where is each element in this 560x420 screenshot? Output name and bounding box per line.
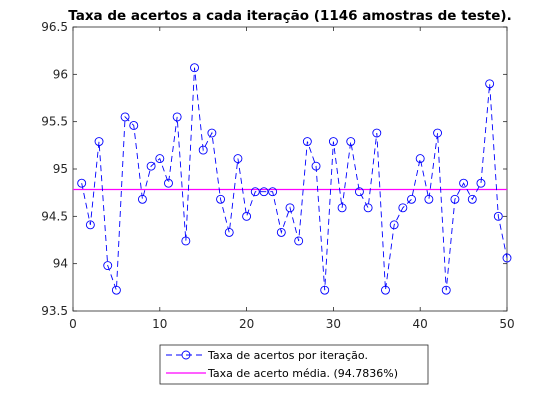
- data-point: [320, 285, 330, 295]
- accuracy-line: [81, 67, 508, 291]
- data-point: [311, 161, 321, 171]
- legend-label-accuracy: Taxa de acertos por iteração.: [207, 349, 368, 362]
- data-point: [502, 253, 512, 263]
- chart-title: Taxa de acertos a cada iteração (1146 am…: [68, 8, 511, 24]
- data-point: [94, 137, 104, 146]
- legend-label-mean: Taxa de acerto média. (94.7836%): [207, 367, 398, 380]
- data-point: [216, 194, 226, 204]
- data-point: [424, 194, 434, 204]
- data-point: [485, 79, 495, 89]
- legend-box: [159, 344, 429, 385]
- data-point: [137, 194, 147, 204]
- y-tick-label: 96: [53, 67, 68, 81]
- y-tick-label: 95.5: [41, 115, 68, 129]
- data-point: [398, 203, 408, 213]
- data-point: [146, 161, 156, 171]
- y-tick-label: 94.5: [41, 209, 68, 223]
- data-point: [111, 285, 121, 295]
- data-point: [259, 187, 269, 197]
- data-point: [407, 194, 416, 204]
- data-point: [120, 112, 130, 122]
- data-point: [476, 178, 486, 188]
- y-tick-label: 93.5: [41, 304, 68, 318]
- data-point: [294, 236, 304, 246]
- data-point: [181, 236, 191, 246]
- data-point: [354, 187, 364, 197]
- data-point: [415, 154, 425, 164]
- y-tick-label: 94: [53, 257, 68, 271]
- data-point: [346, 137, 356, 146]
- x-tick-label: 20: [239, 317, 254, 331]
- data-point: [103, 261, 113, 271]
- x-tick-label: 40: [413, 317, 428, 331]
- data-point: [242, 211, 252, 221]
- data-point: [285, 203, 295, 213]
- data-point: [268, 187, 278, 197]
- data-point: [467, 194, 477, 204]
- data-point: [85, 220, 95, 230]
- data-point: [433, 128, 443, 138]
- legend-marker-accuracy: [181, 350, 191, 360]
- x-tick-label: 0: [69, 317, 77, 331]
- data-point: [129, 121, 139, 130]
- data-point: [276, 227, 286, 237]
- data-point: [190, 63, 199, 73]
- x-tick-label: 50: [499, 317, 514, 331]
- x-tick-label: 30: [326, 317, 341, 331]
- axis-ticks: 0 10 20 30 40 50 93.5 94 94.5 95 95.5 96 96.5: [41, 20, 514, 331]
- data-series: [77, 63, 512, 295]
- data-point: [172, 112, 182, 122]
- data-point: [389, 220, 399, 230]
- data-point: [328, 137, 338, 146]
- data-point: [441, 285, 451, 295]
- x-tick-label: 10: [152, 317, 167, 331]
- data-point: [224, 227, 234, 237]
- data-point: [250, 187, 260, 197]
- data-point: [363, 203, 373, 213]
- data-point: [381, 285, 390, 295]
- data-point: [337, 203, 347, 213]
- plot-area: [72, 26, 508, 312]
- data-point: [450, 194, 460, 204]
- data-point: [77, 178, 87, 188]
- y-tick-label: 95: [53, 162, 68, 176]
- data-point: [233, 154, 243, 164]
- data-point: [459, 178, 469, 188]
- data-point: [155, 154, 165, 164]
- data-point: [198, 145, 208, 155]
- y-tick-label: 96.5: [41, 20, 68, 34]
- data-point: [207, 128, 217, 138]
- data-point: [164, 178, 173, 188]
- data-point: [372, 128, 382, 138]
- data-point: [493, 211, 503, 221]
- data-point: [302, 137, 312, 146]
- legend: Taxa de acertos por iteração. Taxa de ac…: [159, 344, 429, 385]
